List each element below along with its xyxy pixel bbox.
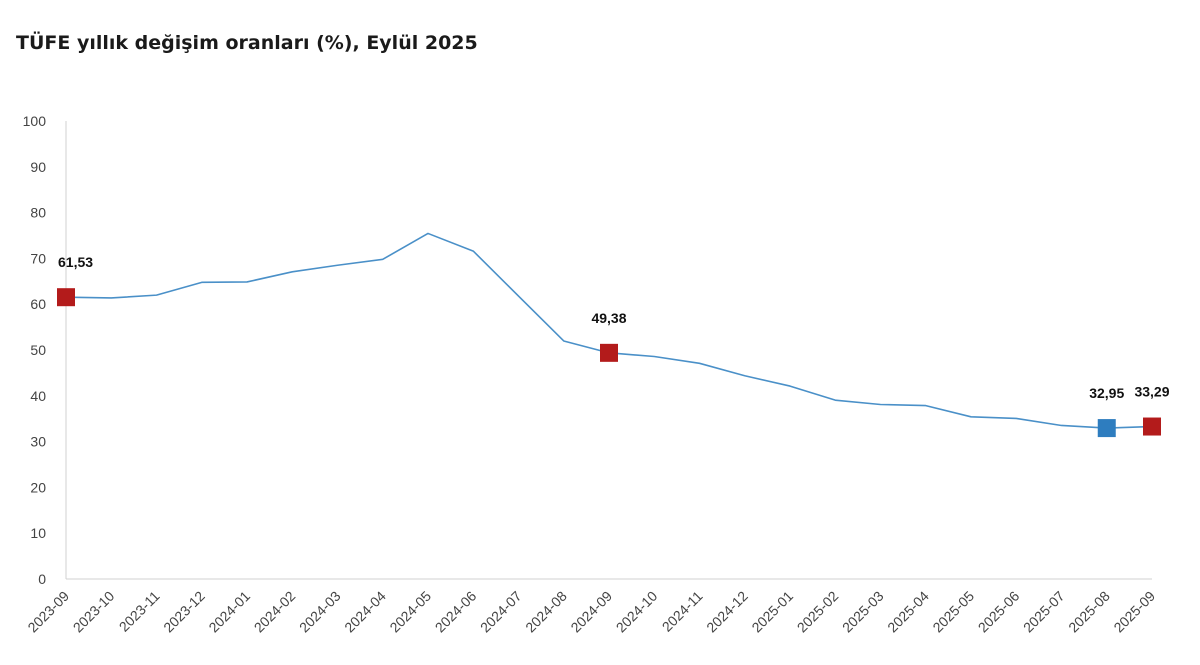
x-tick-label: 2024-11 xyxy=(659,588,706,635)
x-tick-label: 2024-07 xyxy=(477,588,525,636)
series-line xyxy=(65,232,1153,429)
chart-title: TÜFE yıllık değişim oranları (%), Eylül … xyxy=(16,32,478,54)
x-tick-label: 2025-02 xyxy=(794,588,842,636)
x-tick-label: 2024-08 xyxy=(522,588,570,636)
x-tick-label: 2024-05 xyxy=(386,588,434,636)
x-tick-label: 2024-02 xyxy=(251,588,299,636)
x-tick-label: 2023-11 xyxy=(116,588,163,635)
x-tick-label: 2025-07 xyxy=(1020,588,1068,636)
data-point-marker xyxy=(1097,419,1116,438)
x-tick-label: 2025-08 xyxy=(1065,588,1113,636)
y-tick-label: 20 xyxy=(30,479,46,495)
data-point-marker xyxy=(600,343,618,362)
data-labels-layer: 61,53 49,38 32,95 33,29 xyxy=(58,254,1170,401)
data-point-marker xyxy=(57,288,75,307)
y-tick-label: 80 xyxy=(30,205,46,221)
data-label: 61,53 xyxy=(58,254,93,270)
x-tick-label: 2023-10 xyxy=(70,588,118,636)
data-label: 32,95 xyxy=(1089,385,1124,401)
x-tick-label: 2023-09 xyxy=(24,588,72,636)
series-layer xyxy=(65,232,1153,429)
y-tick-label: 50 xyxy=(30,342,46,358)
x-tick-label: 2025-06 xyxy=(975,588,1023,636)
data-label: 33,29 xyxy=(1134,384,1169,400)
data-point-marker xyxy=(1143,417,1161,436)
markers-layer xyxy=(57,288,1161,438)
x-axis-ticks: 2023-092023-102023-112023-122024-012024-… xyxy=(24,588,1158,636)
y-tick-label: 0 xyxy=(38,571,46,587)
x-tick-label: 2023-12 xyxy=(160,588,208,636)
data-label: 49,38 xyxy=(591,310,626,326)
x-tick-label: 2025-04 xyxy=(884,588,932,636)
x-tick-label: 2024-01 xyxy=(205,588,253,636)
y-tick-label: 40 xyxy=(30,388,46,404)
x-tick-label: 2025-03 xyxy=(839,588,887,636)
x-tick-label: 2024-03 xyxy=(296,588,344,636)
x-tick-label: 2025-05 xyxy=(929,588,977,636)
x-tick-label: 2024-09 xyxy=(567,588,615,636)
x-tick-label: 2024-06 xyxy=(432,588,480,636)
x-tick-label: 2024-12 xyxy=(703,588,751,636)
y-tick-label: 70 xyxy=(30,250,46,266)
y-tick-label: 30 xyxy=(30,434,46,450)
x-tick-label: 2025-01 xyxy=(748,588,796,636)
chart-axes xyxy=(65,121,1152,580)
y-axis-ticks: 0 10 20 30 40 50 60 70 80 90 100 xyxy=(23,113,47,587)
y-tick-label: 100 xyxy=(23,113,47,129)
x-tick-label: 2024-04 xyxy=(341,588,389,636)
y-tick-label: 90 xyxy=(30,159,46,175)
x-tick-label: 2025-09 xyxy=(1110,588,1158,636)
y-tick-label: 60 xyxy=(30,296,46,312)
y-tick-label: 10 xyxy=(30,525,46,541)
x-tick-label: 2024-10 xyxy=(613,588,661,636)
